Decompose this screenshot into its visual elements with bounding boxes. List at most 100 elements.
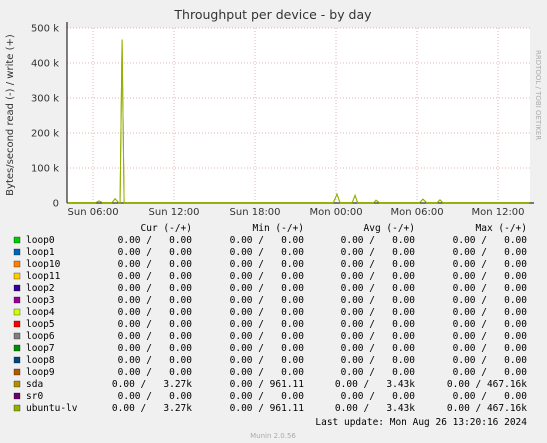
legend-cell: 0.00 / 3.27k bbox=[112, 379, 192, 390]
y-tick-label: 0 bbox=[53, 199, 59, 210]
legend-name: loop8 bbox=[26, 355, 55, 366]
legend-name: loop4 bbox=[26, 307, 55, 318]
legend-swatch bbox=[13, 284, 21, 292]
legend-cell: 0.00 / 0.00 bbox=[230, 295, 305, 306]
legend-cell: 0.00 / 0.00 bbox=[118, 331, 193, 342]
legend-cell: 0.00 / 0.00 bbox=[118, 271, 193, 282]
legend-cell: 0.00 / 0.00 bbox=[230, 367, 305, 378]
legend-cell: 0.00 / 0.00 bbox=[230, 283, 305, 294]
legend-cell: 0.00 / 3.43k bbox=[335, 379, 415, 390]
legend-cell: 0.00 / 0.00 bbox=[230, 235, 305, 246]
legend-swatch bbox=[13, 320, 21, 328]
legend-cell: 0.00 / 0.00 bbox=[118, 319, 193, 330]
version: Munin 2.0.56 bbox=[250, 432, 296, 440]
legend-cell: 0.00 / 0.00 bbox=[118, 295, 193, 306]
legend-name: loop2 bbox=[26, 283, 55, 294]
x-tick-label: Sun 06:00 bbox=[68, 207, 119, 218]
legend-cell: 0.00 / 0.00 bbox=[453, 283, 528, 294]
legend-cell: 0.00 / 961.11 bbox=[230, 403, 305, 414]
legend-header: Avg (-/+) bbox=[364, 223, 415, 234]
legend-swatch bbox=[13, 380, 21, 388]
legend-name: sda bbox=[26, 379, 43, 390]
legend-cell: 0.00 / 0.00 bbox=[341, 355, 416, 366]
legend-cell: 0.00 / 0.00 bbox=[230, 319, 305, 330]
legend-cell: 0.00 / 0.00 bbox=[453, 367, 528, 378]
legend-cell: 0.00 / 0.00 bbox=[341, 307, 416, 318]
legend-header: Max (-/+) bbox=[476, 223, 527, 234]
last-update: Last update: Mon Aug 26 13:20:16 2024 bbox=[315, 417, 527, 428]
legend-cell: 0.00 / 3.27k bbox=[112, 403, 192, 414]
legend-cell: 0.00 / 0.00 bbox=[118, 391, 193, 402]
legend-cell: 0.00 / 0.00 bbox=[230, 247, 305, 258]
legend-cell: 0.00 / 0.00 bbox=[230, 259, 305, 270]
legend-name: loop7 bbox=[26, 343, 55, 354]
legend-swatch bbox=[13, 296, 21, 304]
y-tick-label: 300 k bbox=[31, 94, 59, 105]
series-line bbox=[67, 39, 530, 204]
plot-area bbox=[67, 28, 530, 203]
x-tick-label: Mon 00:00 bbox=[309, 207, 362, 218]
legend-cell: 0.00 / 0.00 bbox=[453, 271, 528, 282]
legend-cell: 0.00 / 0.00 bbox=[453, 235, 528, 246]
legend-cell: 0.00 / 0.00 bbox=[341, 295, 416, 306]
legend-name: ubuntu-lv bbox=[26, 403, 78, 414]
y-tick-label: 400 k bbox=[31, 59, 59, 70]
legend-cell: 0.00 / 0.00 bbox=[118, 283, 193, 294]
legend-cell: 0.00 / 0.00 bbox=[453, 295, 528, 306]
legend-cell: 0.00 / 961.11 bbox=[230, 379, 305, 390]
legend-swatch bbox=[13, 248, 21, 256]
legend-cell: 0.00 / 0.00 bbox=[453, 331, 528, 342]
side-label: RRDTOOL / TOBI OETIKER bbox=[534, 50, 542, 140]
chart-title: Throughput per device - by day bbox=[173, 7, 372, 22]
legend-cell: 0.00 / 467.16k bbox=[447, 379, 527, 390]
legend-cell: 0.00 / 0.00 bbox=[230, 271, 305, 282]
x-tick-label: Sun 18:00 bbox=[230, 207, 281, 218]
legend-cell: 0.00 / 0.00 bbox=[453, 247, 528, 258]
legend-swatch bbox=[13, 308, 21, 316]
legend-name: loop10 bbox=[26, 259, 61, 270]
legend-swatch bbox=[13, 356, 21, 364]
legend-cell: 0.00 / 0.00 bbox=[341, 331, 416, 342]
legend-cell: 0.00 / 0.00 bbox=[341, 247, 416, 258]
legend-cell: 0.00 / 0.00 bbox=[341, 235, 416, 246]
x-tick-label: Mon 06:00 bbox=[390, 207, 443, 218]
legend-cell: 0.00 / 0.00 bbox=[341, 319, 416, 330]
legend-cell: 0.00 / 0.00 bbox=[453, 319, 528, 330]
legend-swatch bbox=[13, 344, 21, 352]
legend-cell: 0.00 / 0.00 bbox=[341, 391, 416, 402]
legend-swatch bbox=[13, 368, 21, 376]
x-tick-label: Sun 12:00 bbox=[149, 207, 200, 218]
legend-cell: 0.00 / 0.00 bbox=[118, 235, 193, 246]
legend-cell: 0.00 / 0.00 bbox=[118, 247, 193, 258]
legend-header: Cur (-/+) bbox=[141, 223, 192, 234]
legend-name: loop0 bbox=[26, 235, 55, 246]
legend-cell: 0.00 / 0.00 bbox=[341, 283, 416, 294]
legend-cell: 0.00 / 3.43k bbox=[335, 403, 415, 414]
y-axis-label: Bytes/second read (-) / write (+) bbox=[5, 34, 16, 196]
legend-cell: 0.00 / 0.00 bbox=[453, 355, 528, 366]
legend-swatch bbox=[13, 392, 21, 400]
legend-cell: 0.00 / 0.00 bbox=[230, 331, 305, 342]
legend-cell: 0.00 / 0.00 bbox=[230, 391, 305, 402]
legend-cell: 0.00 / 0.00 bbox=[453, 391, 528, 402]
legend-swatch bbox=[13, 260, 21, 268]
y-tick-label: 100 k bbox=[31, 164, 59, 175]
y-tick-label: 200 k bbox=[31, 129, 59, 140]
legend-cell: 0.00 / 0.00 bbox=[453, 343, 528, 354]
legend-cell: 0.00 / 0.00 bbox=[341, 271, 416, 282]
legend-swatch bbox=[13, 332, 21, 340]
legend-swatch bbox=[13, 272, 21, 280]
legend-name: loop9 bbox=[26, 367, 55, 378]
legend-cell: 0.00 / 0.00 bbox=[453, 307, 528, 318]
legend-name: sr0 bbox=[26, 391, 43, 402]
legend-cell: 0.00 / 0.00 bbox=[118, 307, 193, 318]
legend-cell: 0.00 / 0.00 bbox=[453, 259, 528, 270]
legend-swatch bbox=[13, 404, 21, 412]
legend-name: loop6 bbox=[26, 331, 55, 342]
legend-cell: 0.00 / 0.00 bbox=[230, 343, 305, 354]
legend-cell: 0.00 / 0.00 bbox=[230, 355, 305, 366]
legend-swatch bbox=[13, 236, 21, 244]
legend-cell: 0.00 / 467.16k bbox=[447, 403, 527, 414]
y-tick-label: 500 k bbox=[31, 24, 59, 35]
